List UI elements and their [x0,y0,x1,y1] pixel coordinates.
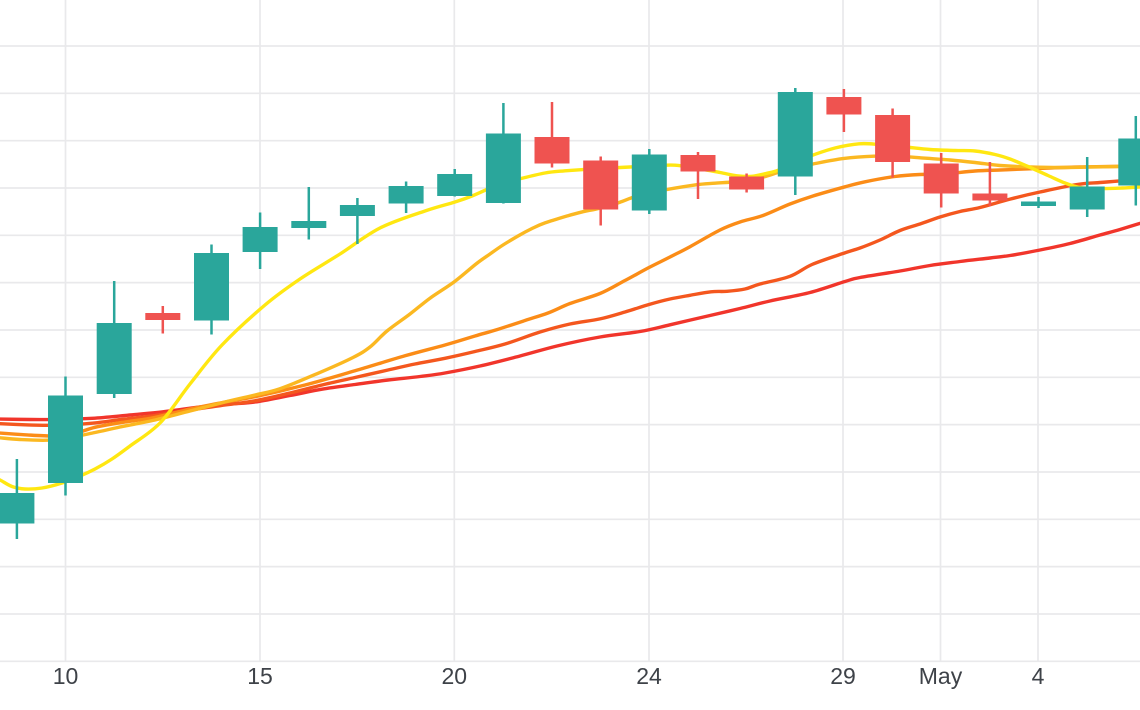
svg-text:May: May [919,663,963,689]
svg-text:24: 24 [636,663,662,689]
svg-text:10: 10 [53,663,79,689]
svg-text:15: 15 [247,663,273,689]
svg-text:29: 29 [830,663,856,689]
svg-text:4: 4 [1032,663,1045,689]
svg-text:20: 20 [442,663,468,689]
